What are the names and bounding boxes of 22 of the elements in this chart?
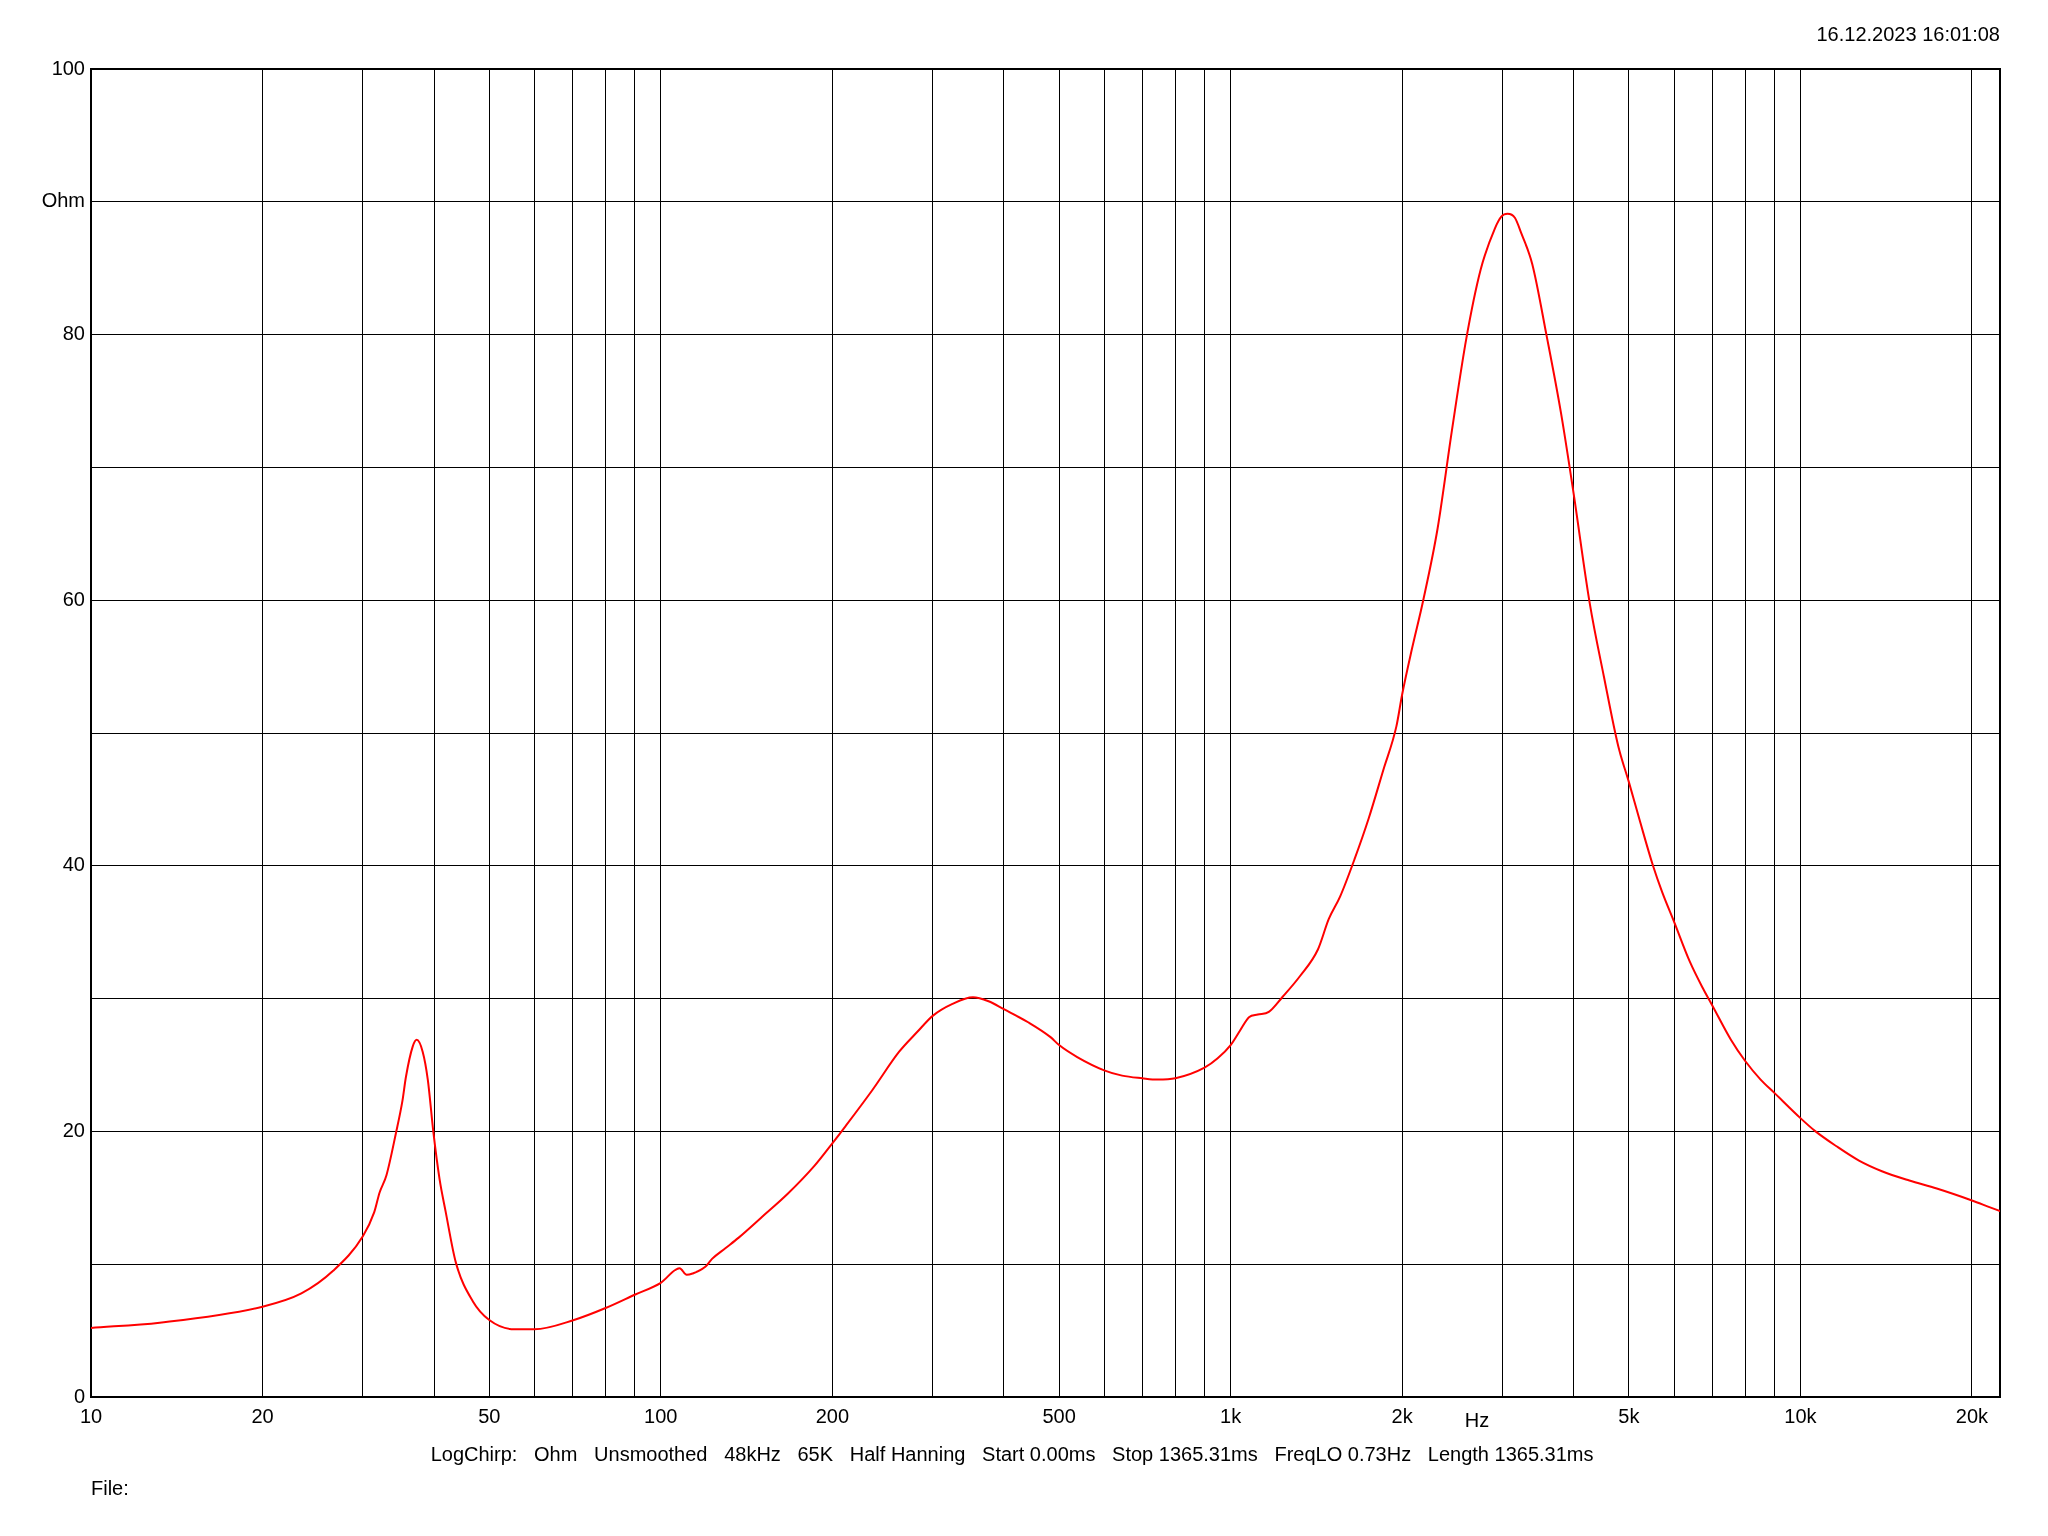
y-tick-label: 0 [73,1384,85,1407]
y-axis-title: Ohm [41,189,85,212]
x-tick-label: 500 [1042,1404,1076,1427]
y-tick-label: 40 [62,853,85,876]
x-tick-label: 50 [478,1404,501,1427]
text: 16.12.2023 16:01:08 [1816,22,2000,45]
x-tick-label: 2k [1391,1404,1414,1427]
x-tick-label: 10 [79,1404,103,1427]
y-tick-label: 100 [51,56,85,79]
y-tick-label: 60 [62,587,85,610]
x-tick-label: 200 [815,1404,850,1427]
x-tick-label: 5k [1618,1404,1641,1427]
y-tick-label: 80 [62,322,85,345]
x-tick-label: 1k [1220,1404,1243,1427]
text: File: [91,1476,129,1499]
x-tick-label: 20k [1955,1404,1990,1427]
y-tick-label: 20 [62,1118,85,1141]
x-axis-title: Hz [1464,1408,1490,1431]
x-tick-label: 100 [644,1404,678,1427]
x-tick-label: 20 [251,1404,274,1427]
x-tick-label: 10k [1784,1404,1818,1427]
text: LogChirp: Ohm Unsmoothed 48kHz 65K Half Hanning Start 0.00ms Stop 1365.31ms FreqLO 0.73Hz Length 1365.31ms [430,1442,1594,1465]
